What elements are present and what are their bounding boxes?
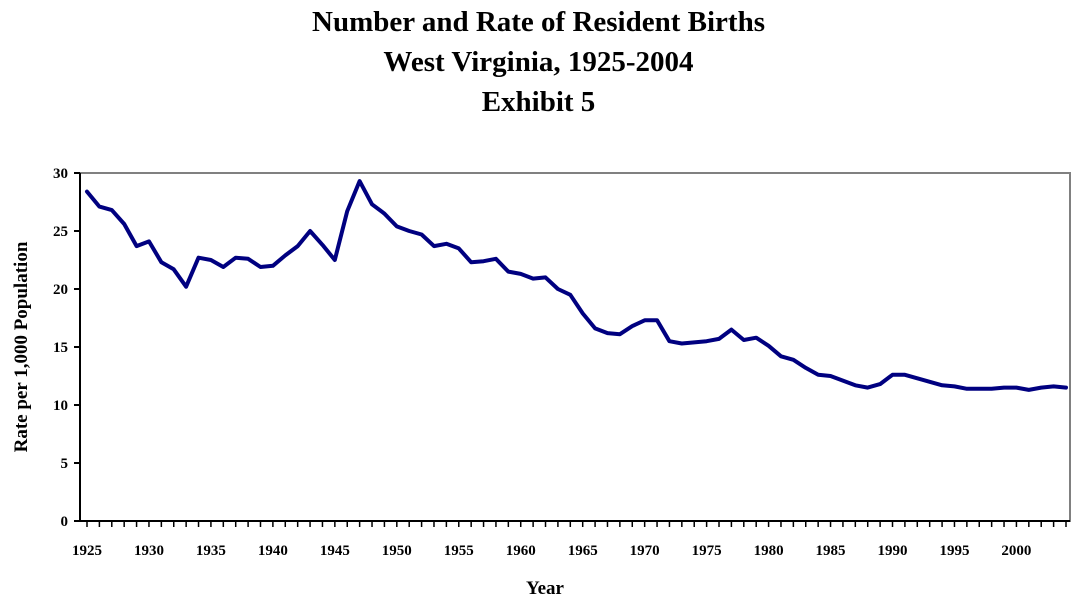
x-tick-label: 2000 xyxy=(1001,543,1031,559)
x-tick-label: 1945 xyxy=(320,543,350,559)
x-tick-label: 1930 xyxy=(134,543,164,559)
x-tick-label: 1935 xyxy=(196,543,226,559)
data-points xyxy=(86,180,1068,392)
y-axis-ticks: 0 5 10 15 20 25 30 xyxy=(53,166,80,530)
x-tick-label: 1975 xyxy=(692,543,722,559)
x-tick-label: 1950 xyxy=(382,543,412,559)
x-tick-label: 1960 xyxy=(506,543,536,559)
y-tick-label: 5 xyxy=(61,456,69,472)
x-tick-label: 1985 xyxy=(816,543,846,559)
y-axis-title: Rate per 1,000 Population xyxy=(11,241,32,452)
chart-title-line-3: Exhibit 5 xyxy=(481,86,596,118)
x-tick-label: 1940 xyxy=(258,543,288,559)
y-tick-label: 15 xyxy=(53,340,68,356)
x-tick-label: 1965 xyxy=(568,543,598,559)
chart-title-line-2: West Virginia, 1925-2004 xyxy=(383,46,694,78)
birth-rate-series-line xyxy=(85,179,1068,392)
y-tick-label: 25 xyxy=(53,224,68,240)
y-tick-label: 0 xyxy=(61,514,69,530)
x-tick-label: 1925 xyxy=(72,543,102,559)
y-tick-label: 10 xyxy=(53,398,68,414)
x-tick-label: 1995 xyxy=(939,543,969,559)
x-tick-label: 1955 xyxy=(444,543,474,559)
chart-title-line-1: Number and Rate of Resident Births xyxy=(312,6,765,38)
plot-area-border xyxy=(79,172,1071,522)
y-tick-label: 30 xyxy=(53,166,68,182)
chart-title: Number and Rate of Resident Births West … xyxy=(0,2,1077,122)
x-axis-title: Year xyxy=(526,578,565,599)
x-axis-ticks: 1925 1930 1935 1940 1945 1950 1955 1960 1965 1970… xyxy=(72,521,1067,559)
x-tick-label: 1970 xyxy=(630,543,660,559)
x-tick-label: 1990 xyxy=(878,543,908,559)
x-tick-label: 1980 xyxy=(754,543,784,559)
y-tick-label: 20 xyxy=(53,282,68,298)
